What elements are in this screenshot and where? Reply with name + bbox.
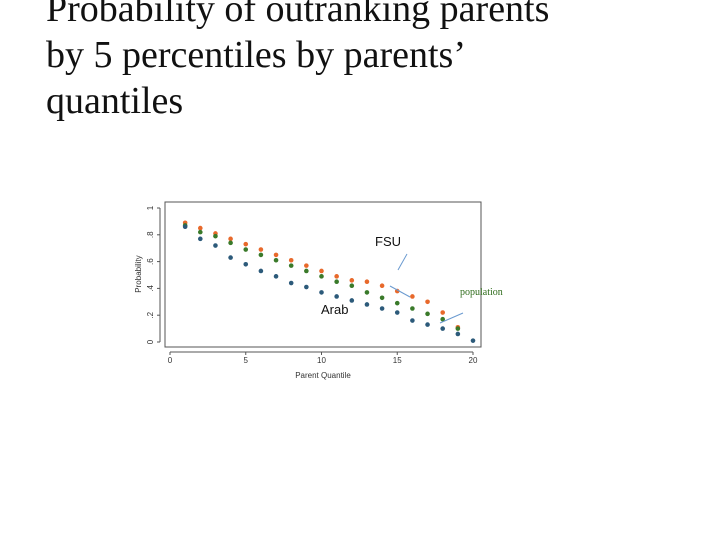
data-point-green: [273, 257, 279, 263]
data-point-orange: [425, 299, 430, 305]
y-tick-label: .8: [146, 231, 155, 238]
data-point-green: [288, 263, 294, 268]
data-point-green: [455, 326, 461, 331]
data-point-blue: [319, 290, 324, 295]
data-point-green: [319, 274, 324, 279]
data-point-green: [394, 300, 400, 306]
x-tick-label: 0: [168, 356, 173, 365]
data-point-green: [243, 247, 249, 252]
data-point-blue: [349, 298, 355, 303]
data-points: [182, 220, 476, 343]
x-axis: 0 5 10 15 20: [168, 351, 478, 365]
data-point-blue: [455, 331, 461, 337]
data-point-orange: [379, 283, 385, 289]
plot-frame: [164, 201, 482, 348]
data-point-orange: [198, 225, 203, 231]
annotation-fsu-arrow: [397, 253, 408, 271]
data-point-orange: [334, 274, 339, 279]
data-point-blue: [379, 306, 385, 311]
data-point-blue: [364, 302, 370, 307]
data-point-orange: [364, 279, 370, 285]
y-tick-label: .4: [146, 285, 155, 292]
data-point-green: [198, 229, 203, 235]
data-point-blue: [258, 268, 264, 274]
x-tick-label: 20: [469, 356, 478, 365]
data-point-blue: [228, 255, 233, 260]
data-point-green: [334, 279, 339, 285]
data-point-blue: [440, 326, 446, 331]
x-tick-label: 15: [393, 356, 402, 365]
x-axis-label: Parent Quantile: [295, 371, 351, 380]
data-point-blue: [243, 261, 249, 267]
annotation-population-arrow-2: [439, 312, 464, 324]
data-point-blue: [470, 338, 476, 343]
data-point-green: [364, 290, 370, 295]
y-tick-label: .6: [146, 258, 155, 265]
x-tick-label: 5: [244, 356, 249, 365]
annotation-fsu: FSU: [375, 234, 401, 249]
data-point-blue: [273, 274, 279, 279]
data-point-blue: [425, 322, 430, 327]
data-point-green: [349, 283, 355, 289]
data-point-green: [440, 316, 446, 322]
y-tick-label: .2: [146, 311, 155, 318]
data-point-orange: [440, 310, 446, 315]
data-point-orange: [394, 288, 400, 294]
data-point-green: [425, 311, 430, 317]
data-point-green: [213, 233, 218, 239]
data-point-blue: [198, 236, 203, 242]
annotation-population: population: [460, 287, 503, 298]
y-tick-label: 1: [146, 205, 155, 210]
data-point-green: [228, 240, 233, 246]
x-tick-label: 10: [317, 356, 326, 365]
data-point-orange: [288, 257, 294, 263]
data-point-blue: [304, 284, 309, 290]
data-point-green: [258, 252, 264, 258]
data-point-blue: [334, 294, 339, 299]
chart-background: [148, 197, 486, 360]
data-point-orange: [319, 268, 324, 274]
data-point-orange: [258, 247, 264, 252]
annotation-population-arrow-1: [389, 285, 411, 298]
data-point-orange: [410, 294, 415, 299]
data-point-green: [379, 295, 385, 301]
slide-title: Probability of outranking parents by 5 p…: [46, 0, 550, 122]
data-point-blue: [213, 243, 218, 248]
y-axis-label: Probability: [134, 255, 143, 292]
data-point-orange: [304, 263, 309, 268]
annotation-arab: Arab: [321, 302, 348, 317]
data-point-blue: [288, 280, 294, 286]
y-tick-label: 0: [146, 339, 155, 344]
data-point-orange: [243, 241, 249, 247]
data-point-green: [410, 306, 415, 311]
data-point-orange: [349, 278, 355, 283]
data-point-blue: [182, 224, 188, 230]
y-axis: 0 .2 .4 .6 .8 1: [146, 205, 161, 344]
data-point-blue: [410, 318, 415, 323]
data-point-orange: [273, 252, 279, 258]
data-point-blue: [394, 310, 400, 315]
data-point-orange: [228, 236, 233, 242]
data-point-green: [304, 268, 309, 274]
